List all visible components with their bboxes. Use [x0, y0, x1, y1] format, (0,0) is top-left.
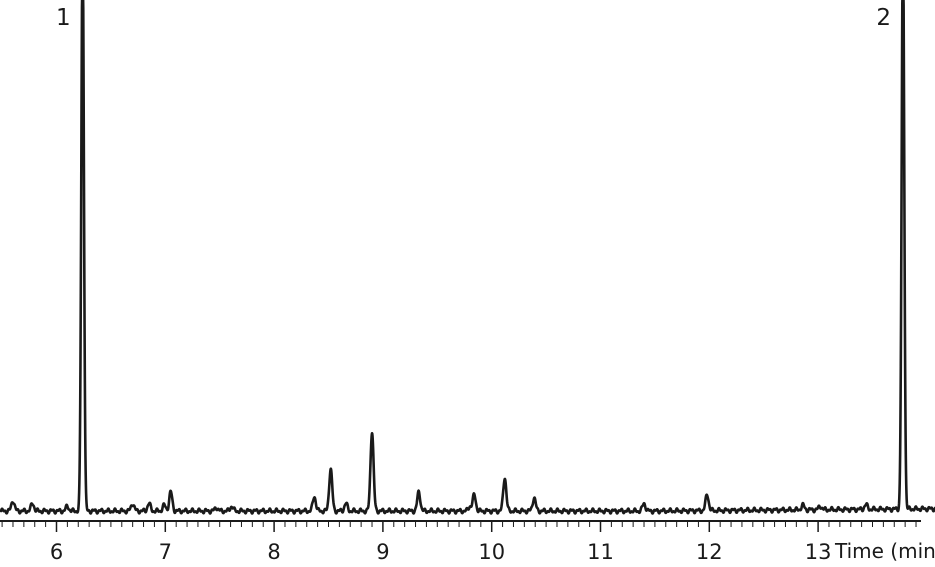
x-tick-label: 7 [159, 540, 172, 564]
x-axis-label: Time (min) [834, 539, 935, 563]
chromatogram-trace [0, 0, 935, 515]
x-axis-ticks: 6 7 8 9 10 11 12 13 [1, 521, 917, 564]
chromatogram-trace-group [0, 0, 935, 515]
x-tick-label: 11 [587, 540, 614, 564]
x-tick-label: 13 [805, 540, 832, 564]
x-tick-label: 10 [478, 540, 505, 564]
x-tick-label: 6 [50, 540, 63, 564]
x-tick-label: 8 [267, 540, 280, 564]
peak-label: 1 [56, 5, 71, 31]
peak-label: 2 [876, 5, 891, 31]
x-tick-label: 9 [376, 540, 389, 564]
x-tick-label: 12 [696, 540, 723, 564]
